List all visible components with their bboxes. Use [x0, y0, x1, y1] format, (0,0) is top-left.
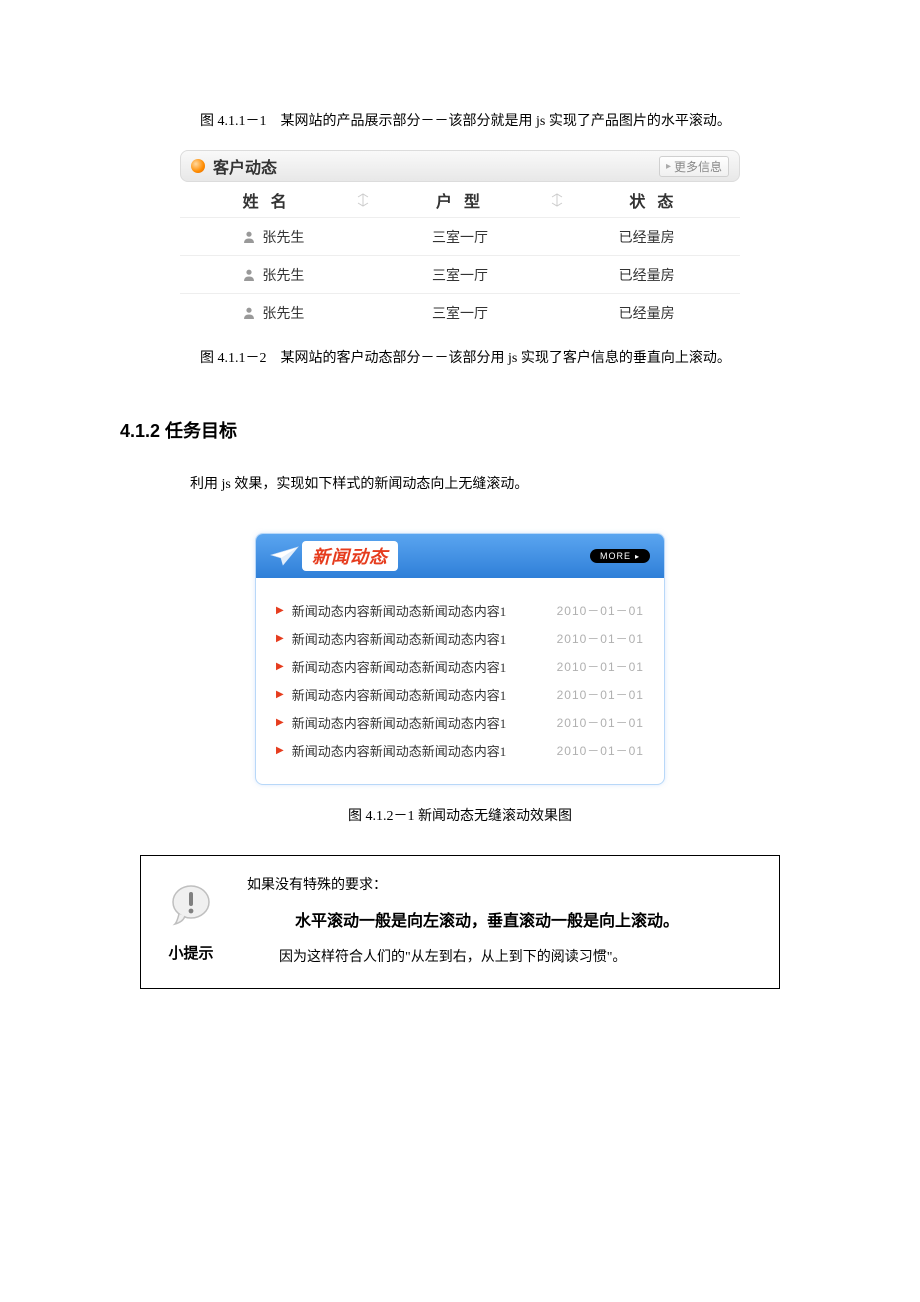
list-item[interactable]: ▶ 新闻动态内容新闻动态新闻动态内容1 2010－01－01 — [276, 736, 644, 764]
news-item-date: 2010－01－01 — [557, 686, 644, 703]
cell-status: 已经量房 — [553, 303, 740, 323]
news-item-text: 新闻动态内容新闻动态新闻动态内容1 — [292, 629, 507, 648]
cell-type: 三室一厅 — [367, 265, 554, 285]
list-item[interactable]: ▶ 新闻动态内容新闻动态新闻动态内容1 2010－01－01 — [276, 652, 644, 680]
news-item-date: 2010－01－01 — [557, 602, 644, 619]
news-item-date: 2010－01－01 — [557, 630, 644, 647]
col-separator-icon — [353, 190, 373, 210]
news-item-left: ▶ 新闻动态内容新闻动态新闻动态内容1 — [276, 601, 506, 620]
news-panel-body: ▶ 新闻动态内容新闻动态新闻动态内容1 2010－01－01 ▶ 新闻动态内容新… — [256, 578, 664, 784]
customer-columns-row: 姓 名 户 型 状 态 — [180, 182, 740, 218]
customer-panel-title: 客户动态 — [213, 154, 277, 178]
triangle-icon: ▶ — [276, 661, 284, 672]
cell-name-text: 张先生 — [262, 265, 304, 285]
news-item-left: ▶ 新闻动态内容新闻动态新闻动态内容1 — [276, 657, 506, 676]
person-icon — [242, 306, 256, 320]
body-text: 利用 js 效果，实现如下样式的新闻动态向上无缝滚动。 — [190, 473, 860, 493]
tip-line-1: 如果没有特殊的要求： — [247, 872, 763, 900]
triangle-icon: ▶ — [276, 633, 284, 644]
person-icon — [242, 268, 256, 282]
more-info-button[interactable]: 更多信息 — [659, 156, 729, 177]
cell-name: 张先生 — [180, 303, 367, 323]
col-name: 姓 名 — [180, 188, 353, 212]
list-item[interactable]: ▶ 新闻动态内容新闻动态新闻动态内容1 2010－01－01 — [276, 708, 644, 736]
news-panel: 新闻动态 MORE ▶ 新闻动态内容新闻动态新闻动态内容1 2010－01－01… — [255, 533, 665, 785]
news-item-date: 2010－01－01 — [557, 658, 644, 675]
tip-label: 小提示 — [168, 942, 213, 963]
info-icon — [169, 882, 213, 926]
news-item-date: 2010－01－01 — [557, 742, 644, 759]
news-item-text: 新闻动态内容新闻动态新闻动态内容1 — [292, 601, 507, 620]
tip-line-3: 因为这样符合人们的"从左到右，从上到下的阅读习惯"。 — [247, 944, 763, 972]
tip-line-2: 水平滚动一般是向左滚动，垂直滚动一般是向上滚动。 — [247, 906, 763, 938]
news-panel-header: 新闻动态 MORE — [256, 534, 664, 578]
paper-plane-icon — [270, 545, 300, 567]
list-item[interactable]: ▶ 新闻动态内容新闻动态新闻动态内容1 2010－01－01 — [276, 680, 644, 708]
col-type: 户 型 — [373, 188, 546, 212]
more-button[interactable]: MORE — [590, 549, 650, 563]
more-button-label: MORE — [600, 551, 631, 561]
list-item[interactable]: ▶ 新闻动态内容新闻动态新闻动态内容1 2010－01－01 — [276, 596, 644, 624]
cell-status: 已经量房 — [553, 227, 740, 247]
table-row: 张先生 三室一厅 已经量房 — [180, 218, 740, 256]
news-item-text: 新闻动态内容新闻动态新闻动态内容1 — [292, 657, 507, 676]
section-heading: 4.1.2 任务目标 — [120, 417, 860, 443]
col-separator-icon — [547, 190, 567, 210]
news-item-left: ▶ 新闻动态内容新闻动态新闻动态内容1 — [276, 713, 506, 732]
news-item-date: 2010－01－01 — [557, 714, 644, 731]
news-item-left: ▶ 新闻动态内容新闻动态新闻动态内容1 — [276, 629, 506, 648]
cell-name: 张先生 — [180, 227, 367, 247]
col-status: 状 态 — [567, 188, 740, 212]
customer-title-wrap: 客户动态 — [191, 154, 277, 178]
list-item[interactable]: ▶ 新闻动态内容新闻动态新闻动态内容1 2010－01－01 — [276, 624, 644, 652]
tip-box: 小提示 如果没有特殊的要求： 水平滚动一般是向左滚动，垂直滚动一般是向上滚动。 … — [140, 855, 780, 989]
news-item-text: 新闻动态内容新闻动态新闻动态内容1 — [292, 685, 507, 704]
table-row: 张先生 三室一厅 已经量房 — [180, 294, 740, 332]
triangle-icon: ▶ — [276, 605, 284, 616]
table-row: 张先生 三室一厅 已经量房 — [180, 256, 740, 294]
news-item-left: ▶ 新闻动态内容新闻动态新闻动态内容1 — [276, 741, 506, 760]
customer-panel-header: 客户动态 更多信息 — [180, 150, 740, 182]
more-info-label: 更多信息 — [674, 158, 722, 175]
news-item-left: ▶ 新闻动态内容新闻动态新闻动态内容1 — [276, 685, 506, 704]
cell-name-text: 张先生 — [262, 227, 304, 247]
news-item-text: 新闻动态内容新闻动态新闻动态内容1 — [292, 741, 507, 760]
figure-caption-2: 图 4.1.1－2 某网站的客户动态部分－－该部分用 js 实现了客户信息的垂直… — [60, 347, 860, 367]
figure-caption-3: 图 4.1.2－1 新闻动态无缝滚动效果图 — [60, 805, 860, 825]
orange-dot-icon — [191, 159, 205, 173]
cell-type: 三室一厅 — [367, 227, 554, 247]
cell-name: 张先生 — [180, 265, 367, 285]
cell-name-text: 张先生 — [262, 303, 304, 323]
news-panel-title: 新闻动态 — [312, 547, 388, 567]
triangle-icon: ▶ — [276, 717, 284, 728]
tip-left-column: 小提示 — [141, 856, 241, 988]
news-header-left: 新闻动态 — [270, 541, 398, 571]
cell-status: 已经量房 — [553, 265, 740, 285]
triangle-icon: ▶ — [276, 745, 284, 756]
triangle-icon: ▶ — [276, 689, 284, 700]
tip-right-column: 如果没有特殊的要求： 水平滚动一般是向左滚动，垂直滚动一般是向上滚动。 因为这样… — [241, 856, 779, 988]
person-icon — [242, 230, 256, 244]
figure-caption-1: 图 4.1.1－1 某网站的产品展示部分－－该部分就是用 js 实现了产品图片的… — [60, 110, 860, 130]
news-title-badge: 新闻动态 — [302, 541, 398, 571]
customer-panel: 客户动态 更多信息 姓 名 户 型 状 态 张先生 三室一厅 已经量房 — [180, 150, 740, 332]
cell-type: 三室一厅 — [367, 303, 554, 323]
news-item-text: 新闻动态内容新闻动态新闻动态内容1 — [292, 713, 507, 732]
